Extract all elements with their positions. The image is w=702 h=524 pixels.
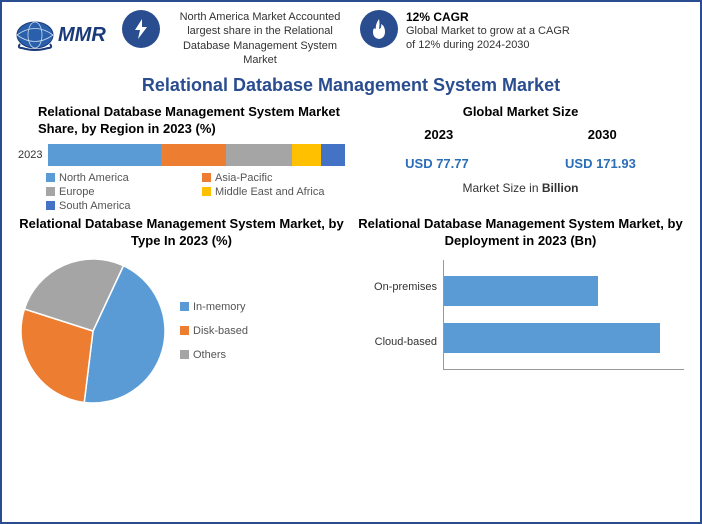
legend-swatch bbox=[202, 173, 211, 182]
stacked-bar-wrap: 2023 bbox=[18, 144, 345, 166]
gms-note-prefix: Market Size in bbox=[462, 181, 541, 195]
stacked-segment bbox=[226, 144, 291, 166]
legend-swatch bbox=[46, 173, 55, 182]
header: MMR North America Market Accounted large… bbox=[2, 2, 700, 71]
legend-swatch bbox=[46, 187, 55, 196]
legend-label: North America bbox=[59, 172, 129, 184]
bar-label: On-premises bbox=[357, 281, 437, 293]
logo: MMR bbox=[14, 10, 114, 60]
legend-item: Others bbox=[180, 349, 248, 361]
gms-val-0: USD 77.77 bbox=[405, 156, 469, 171]
stacked-bar bbox=[48, 144, 345, 166]
globe-icon bbox=[14, 14, 56, 56]
stacked-segment bbox=[161, 144, 226, 166]
legend-item: North America bbox=[46, 172, 186, 184]
legend-swatch bbox=[180, 350, 189, 359]
region-chart-title: Relational Database Management System Ma… bbox=[18, 104, 345, 138]
stacked-segment bbox=[321, 144, 345, 166]
type-chart-title: Relational Database Management System Ma… bbox=[18, 216, 345, 250]
cagr-text: Global Market to grow at a CAGR of 12% d… bbox=[406, 24, 570, 53]
deployment-chart: Relational Database Management System Ma… bbox=[357, 216, 684, 406]
bar-label: Cloud-based bbox=[357, 336, 437, 348]
pie-chart bbox=[18, 256, 168, 406]
gms-val-1: USD 171.93 bbox=[565, 156, 636, 171]
header-text-1: North America Market Accounted largest s… bbox=[168, 10, 352, 67]
legend-label: In-memory bbox=[193, 301, 246, 313]
gms-values: USD 77.77 USD 171.93 bbox=[357, 148, 684, 171]
type-chart: Relational Database Management System Ma… bbox=[18, 216, 345, 406]
header-block-1: North America Market Accounted largest s… bbox=[122, 10, 352, 67]
legend-label: Disk-based bbox=[193, 325, 248, 337]
gms-title: Global Market Size bbox=[357, 104, 684, 121]
main-title: Relational Database Management System Ma… bbox=[2, 75, 700, 96]
bar-bars bbox=[443, 260, 684, 370]
header-text-2-wrap: 12% CAGR Global Market to grow at a CAGR… bbox=[406, 10, 570, 53]
gms-year-0: 2023 bbox=[424, 127, 453, 142]
gms-note-bold: Billion bbox=[542, 181, 579, 195]
header-block-2: 12% CAGR Global Market to grow at a CAGR… bbox=[360, 10, 570, 53]
stacked-segment bbox=[48, 144, 161, 166]
bar-labels: On-premises Cloud-based bbox=[357, 260, 443, 370]
pie-wrap: In-memory Disk-based Others bbox=[18, 256, 345, 406]
content-grid: Relational Database Management System Ma… bbox=[2, 104, 700, 406]
region-legend: North America Asia-Pacific Europe Middle Ea… bbox=[18, 166, 345, 212]
legend-item: Europe bbox=[46, 186, 186, 198]
bolt-badge bbox=[122, 10, 160, 48]
bar-fill bbox=[444, 323, 660, 353]
logo-text: MMR bbox=[58, 24, 106, 47]
legend-swatch bbox=[202, 187, 211, 196]
pie-legend: In-memory Disk-based Others bbox=[180, 301, 248, 361]
global-market-size: Global Market Size 2023 2030 USD 77.77 U… bbox=[357, 104, 684, 212]
legend-item: Middle East and Africa bbox=[202, 186, 342, 198]
legend-item: In-memory bbox=[180, 301, 248, 313]
legend-label: South America bbox=[59, 200, 131, 212]
infographic-frame: MMR North America Market Accounted large… bbox=[0, 0, 702, 524]
flame-badge bbox=[360, 10, 398, 48]
gms-note: Market Size in Billion bbox=[357, 181, 684, 195]
stacked-segment bbox=[292, 144, 322, 166]
bar-fill bbox=[444, 276, 598, 306]
legend-label: Asia-Pacific bbox=[215, 172, 272, 184]
stacked-year-label: 2023 bbox=[18, 149, 42, 161]
legend-swatch bbox=[46, 201, 55, 210]
gms-year-1: 2030 bbox=[588, 127, 617, 142]
legend-label: Middle East and Africa bbox=[215, 186, 324, 198]
bolt-icon bbox=[132, 18, 150, 40]
region-chart: Relational Database Management System Ma… bbox=[18, 104, 345, 212]
gms-years: 2023 2030 bbox=[357, 127, 684, 142]
legend-item: Disk-based bbox=[180, 325, 248, 337]
legend-label: Others bbox=[193, 349, 226, 361]
bar-chart: On-premises Cloud-based bbox=[357, 256, 684, 374]
cagr-title: 12% CAGR bbox=[406, 10, 570, 24]
flame-icon bbox=[371, 18, 387, 40]
legend-label: Europe bbox=[59, 186, 94, 198]
deployment-chart-title: Relational Database Management System Ma… bbox=[357, 216, 684, 250]
legend-swatch bbox=[180, 302, 189, 311]
legend-item: Asia-Pacific bbox=[202, 172, 342, 184]
legend-swatch bbox=[180, 326, 189, 335]
legend-item: South America bbox=[46, 200, 186, 212]
